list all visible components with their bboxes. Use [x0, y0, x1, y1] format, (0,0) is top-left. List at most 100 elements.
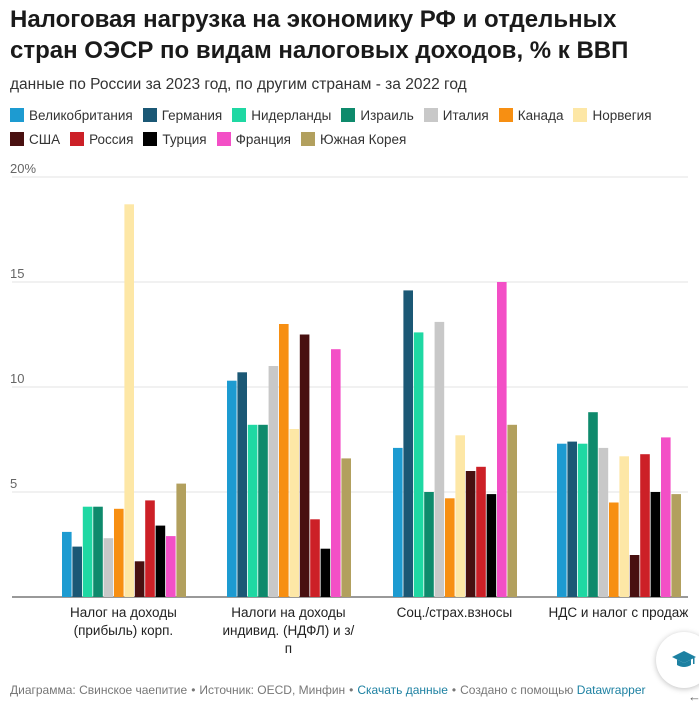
footer-created-with: Создано с помощью	[460, 683, 574, 697]
legend-item: Южная Корея	[300, 131, 407, 147]
legend-swatch	[423, 108, 438, 122]
bar	[176, 483, 186, 597]
bar	[557, 443, 567, 597]
bar	[455, 435, 465, 597]
legend-item: Норвегия	[573, 107, 652, 123]
legend-item: Великобритания	[10, 107, 133, 123]
bar	[227, 380, 237, 597]
category-label: Соц./страх.взносы	[397, 605, 513, 620]
legend-label: Южная Корея	[319, 131, 407, 147]
graduation-cap-icon	[672, 651, 696, 667]
bar	[247, 424, 258, 597]
y-tick-label: 15	[10, 266, 24, 281]
legend-swatch	[573, 108, 588, 122]
bar-chart: 5 10 15 20% Налог на доходы (прибыль) корп. На…	[10, 161, 688, 656]
learn-button[interactable]	[656, 632, 699, 688]
legend-label: Израиль	[360, 107, 414, 123]
legend-item: США	[10, 131, 60, 147]
bar	[155, 525, 166, 597]
bar	[577, 443, 588, 597]
legend-swatch	[70, 132, 85, 146]
footer-source: Источник: OECD, Минфин	[199, 683, 346, 697]
footer-separator: •	[191, 683, 196, 697]
bar	[619, 456, 629, 597]
bar	[331, 349, 341, 597]
legend-item: Турция	[143, 131, 207, 147]
bar	[476, 466, 486, 597]
bar	[237, 372, 247, 597]
y-tick-label: 10	[10, 371, 24, 386]
bar	[445, 498, 455, 597]
bar	[289, 429, 299, 597]
bar	[145, 500, 155, 597]
bar	[134, 561, 145, 597]
legend-label: Италия	[442, 107, 489, 123]
bar	[258, 424, 268, 597]
bar	[124, 204, 134, 598]
legend-item: Италия	[423, 107, 489, 123]
bar	[82, 506, 93, 597]
footer-separator: •	[349, 683, 354, 697]
y-tick-label: 20%	[10, 161, 36, 176]
chart-subtitle: данные по России за 2023 год, по другим …	[10, 76, 467, 93]
bar	[103, 538, 114, 597]
category-label: Налоги на доходы	[231, 605, 345, 620]
legend-swatch	[216, 132, 231, 146]
bar	[629, 555, 640, 597]
bar	[640, 454, 650, 597]
chart-legend: Великобритания Германия Нидерланды Израиль И…	[10, 107, 695, 147]
legend-swatch	[232, 108, 247, 122]
bar	[650, 492, 661, 597]
bar	[279, 324, 289, 597]
bar	[598, 447, 609, 597]
legend-swatch	[498, 108, 513, 122]
footer-separator: •	[451, 683, 457, 697]
chart-title: Налоговая нагрузка на экономику РФ и отд…	[10, 6, 629, 64]
bar	[413, 332, 424, 597]
y-tick-label: 5	[10, 476, 17, 491]
legend-item: Франция	[216, 131, 291, 147]
legend-item: Россия	[70, 131, 133, 147]
legend-item: Германия	[142, 107, 223, 123]
bar	[507, 424, 517, 597]
bar	[166, 536, 176, 597]
bar	[609, 502, 619, 597]
bar	[403, 290, 413, 597]
bar	[486, 494, 497, 597]
bar	[93, 506, 103, 597]
legend-item: Канада	[498, 107, 564, 123]
bar	[661, 437, 671, 597]
legend-label: Франция	[235, 131, 291, 147]
legend-label: Турция	[162, 131, 207, 147]
download-data-link[interactable]: Скачать данные	[357, 683, 448, 697]
legend-label: Нидерланды	[251, 107, 332, 123]
legend-swatch	[300, 132, 315, 146]
legend-label: Норвегия	[592, 107, 652, 123]
bar	[465, 471, 476, 597]
bar	[434, 321, 445, 597]
category-label: индивид. (НДФЛ) и з/	[223, 623, 355, 638]
bar	[299, 334, 310, 597]
bar	[62, 531, 72, 597]
legend-swatch	[341, 108, 356, 122]
bar	[320, 548, 331, 597]
datawrapper-link[interactable]: Datawrapper	[576, 683, 646, 697]
legend-item: Израиль	[341, 107, 414, 123]
legend-label: Великобритания	[29, 107, 133, 123]
category-label: (прибыль) корп.	[74, 623, 174, 638]
legend-label: Россия	[89, 131, 134, 147]
bar	[671, 494, 681, 597]
legend-label: Германия	[161, 107, 223, 123]
bar	[114, 508, 124, 597]
footer: Диаграмма: Свинское чаепитие • Источник: O…	[10, 683, 645, 697]
legend-swatch	[10, 132, 24, 146]
category-label: Налог на доходы	[70, 605, 177, 620]
category-label: НДС и налог с продаж	[548, 605, 688, 620]
legend-label: Канада	[517, 107, 564, 123]
bar	[393, 447, 403, 597]
legend-swatch	[143, 132, 158, 146]
legend-swatch	[142, 108, 157, 122]
footer-credit: Диаграмма: Свинское чаепитие	[10, 683, 188, 697]
back-arrow-icon[interactable]: ←	[688, 689, 699, 704]
bar	[310, 519, 320, 597]
